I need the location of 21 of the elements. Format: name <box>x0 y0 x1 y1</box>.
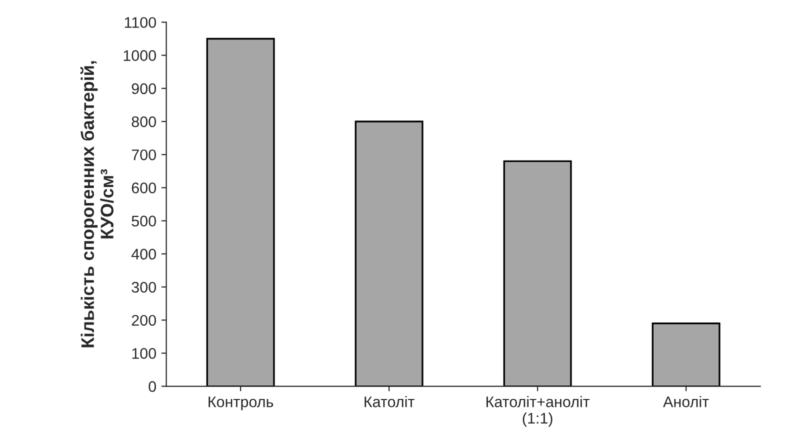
bar <box>652 322 720 386</box>
x-tick-label: Католіт+аноліт (1:1) <box>486 396 590 427</box>
x-tick-label: Католіт <box>364 396 414 408</box>
bar <box>354 120 424 386</box>
bar <box>206 38 275 386</box>
y-tick-label: 400 <box>131 248 156 260</box>
x-tick-label: Контроль <box>208 396 274 410</box>
y-tick-label: 1000 <box>124 50 156 61</box>
y-tick-label: 600 <box>132 182 156 194</box>
y-tick-label: 900 <box>132 83 156 94</box>
y-axis-title: Кількість спорогенних бактерій, КУО/см³ <box>80 61 114 348</box>
y-tick-label: 0 <box>148 381 156 392</box>
y-tick-label: 1100 <box>124 17 156 28</box>
y-tick-label: 200 <box>132 314 156 326</box>
y-tick-label: 700 <box>132 149 156 160</box>
y-tick-label: 800 <box>132 116 156 128</box>
y-tick-label: 100 <box>132 348 156 359</box>
y-tick-label: 500 <box>132 216 156 226</box>
y-tick-label: 300 <box>132 282 156 293</box>
x-tick-label: Аноліт <box>663 396 709 408</box>
bar <box>503 160 572 386</box>
